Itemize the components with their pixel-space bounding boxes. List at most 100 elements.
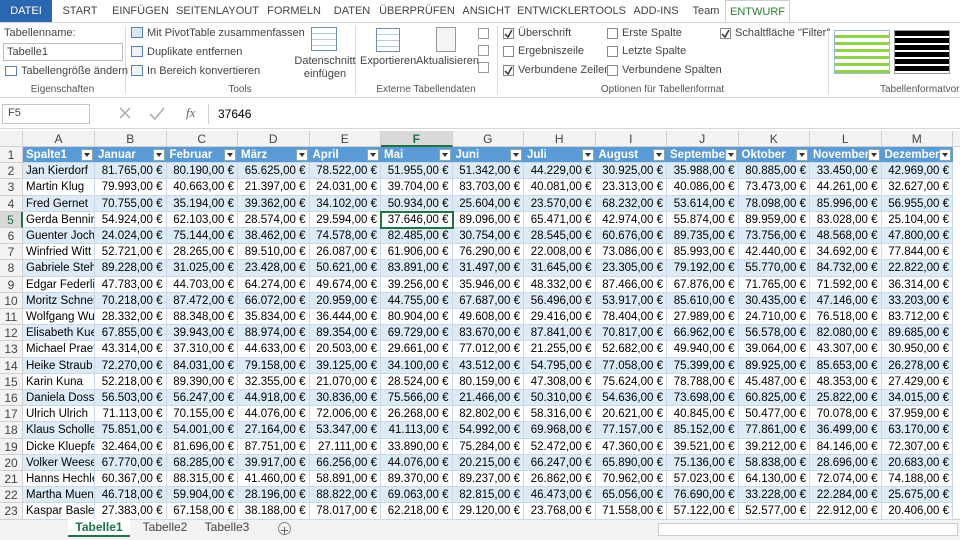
- cell[interactable]: 77.861,00 €: [738, 422, 810, 439]
- cell[interactable]: 24.024,00 €: [95, 228, 167, 245]
- cell[interactable]: 37.646,00 €: [381, 211, 453, 228]
- row-header[interactable]: 11: [0, 309, 23, 326]
- cell[interactable]: 39.704,00 €: [381, 179, 453, 196]
- cell[interactable]: 89.735,00 €: [667, 228, 739, 245]
- cell[interactable]: 32.627,00 €: [881, 179, 953, 196]
- cell[interactable]: 56.503,00 €: [95, 390, 167, 407]
- cell[interactable]: 79.993,00 €: [95, 179, 167, 196]
- row-header[interactable]: 14: [0, 357, 23, 374]
- ribbon-tab[interactable]: Team: [692, 5, 720, 17]
- cell[interactable]: 39.064,00 €: [738, 341, 810, 358]
- cell[interactable]: 55.770,00 €: [738, 260, 810, 277]
- cell[interactable]: Kaspar Basler: [23, 503, 95, 520]
- cell[interactable]: 73.698,00 €: [667, 390, 739, 407]
- cell[interactable]: 30.925,00 €: [595, 163, 667, 180]
- cell[interactable]: 38.188,00 €: [238, 503, 310, 520]
- cell[interactable]: 75.284,00 €: [452, 438, 524, 455]
- cell[interactable]: 29.594,00 €: [309, 211, 381, 228]
- filter-button[interactable]: [295, 149, 308, 161]
- cell[interactable]: 72.074,00 €: [810, 471, 882, 488]
- cell[interactable]: 37.310,00 €: [166, 341, 238, 358]
- cell[interactable]: 52.472,00 €: [524, 438, 596, 455]
- ribbon-tab[interactable]: ANSICHT: [462, 5, 511, 17]
- cell[interactable]: 89.096,00 €: [452, 211, 524, 228]
- cell[interactable]: 40.081,00 €: [524, 179, 596, 196]
- cell[interactable]: 24.031,00 €: [309, 179, 381, 196]
- cell[interactable]: 43.307,00 €: [810, 341, 882, 358]
- ribbon-tab[interactable]: ENTWURF: [725, 0, 790, 22]
- cell[interactable]: 47.800,00 €: [881, 228, 953, 245]
- checkbox-label[interactable]: Überschrift: [518, 27, 572, 39]
- cell[interactable]: 70.155,00 €: [166, 406, 238, 423]
- cell[interactable]: 20.406,00 €: [881, 503, 953, 520]
- cell[interactable]: 88.348,00 €: [166, 309, 238, 326]
- cell[interactable]: 30.836,00 €: [309, 390, 381, 407]
- cell[interactable]: 88.974,00 €: [238, 325, 310, 342]
- cell[interactable]: 27.111,00 €: [309, 438, 381, 455]
- cell[interactable]: 85.152,00 €: [667, 422, 739, 439]
- cell[interactable]: 63.170,00 €: [881, 422, 953, 439]
- style-swatch[interactable]: [834, 30, 890, 74]
- cell[interactable]: 36.499,00 €: [810, 422, 882, 439]
- cell[interactable]: 79.158,00 €: [238, 357, 310, 374]
- cell[interactable]: 77.844,00 €: [881, 244, 953, 261]
- cell[interactable]: 75.399,00 €: [667, 357, 739, 374]
- cell[interactable]: 50.477,00 €: [738, 406, 810, 423]
- row-header[interactable]: 10: [0, 292, 23, 309]
- column-header[interactable]: C: [166, 131, 238, 147]
- cell[interactable]: 20.503,00 €: [309, 341, 381, 358]
- cell[interactable]: 70.755,00 €: [95, 195, 167, 212]
- cell[interactable]: 66.962,00 €: [667, 325, 739, 342]
- cell[interactable]: Karin Kuna: [23, 373, 95, 390]
- cell[interactable]: 50.621,00 €: [309, 260, 381, 277]
- cell[interactable]: 83.703,00 €: [452, 179, 524, 196]
- cell[interactable]: 84.146,00 €: [810, 438, 882, 455]
- cell[interactable]: 41.113,00 €: [381, 422, 453, 439]
- cell[interactable]: Dicke Kluepfe: [23, 438, 95, 455]
- enter-icon[interactable]: [149, 107, 165, 121]
- cell[interactable]: 22.822,00 €: [881, 260, 953, 277]
- cell[interactable]: 87.472,00 €: [166, 292, 238, 309]
- checkbox[interactable]: [607, 65, 618, 76]
- cell[interactable]: 82.080,00 €: [810, 325, 882, 342]
- cell[interactable]: 49.940,00 €: [667, 341, 739, 358]
- cell[interactable]: 67.855,00 €: [95, 325, 167, 342]
- cell[interactable]: 74.188,00 €: [881, 471, 953, 488]
- cell[interactable]: 72.270,00 €: [95, 357, 167, 374]
- cell[interactable]: 64.130,00 €: [738, 471, 810, 488]
- row-header[interactable]: 17: [0, 406, 23, 423]
- cell[interactable]: 51.955,00 €: [381, 163, 453, 180]
- cell[interactable]: 28.696,00 €: [810, 454, 882, 471]
- cell[interactable]: 57.122,00 €: [667, 503, 739, 520]
- cell[interactable]: 29.416,00 €: [524, 309, 596, 326]
- cell[interactable]: 50.310,00 €: [524, 390, 596, 407]
- cell[interactable]: 89.685,00 €: [881, 325, 953, 342]
- checkbox-label[interactable]: Verbundene Spalten: [622, 64, 722, 76]
- cell[interactable]: 42.974,00 €: [595, 211, 667, 228]
- column-header[interactable]: M: [881, 131, 953, 147]
- cell[interactable]: 20.621,00 €: [595, 406, 667, 423]
- cell[interactable]: 37.959,00 €: [881, 406, 953, 423]
- cell[interactable]: 49.674,00 €: [309, 276, 381, 293]
- ribbon-tab[interactable]: SEITENLAYOUT: [176, 5, 259, 17]
- cancel-icon[interactable]: [119, 107, 131, 119]
- cell[interactable]: 80.159,00 €: [452, 373, 524, 390]
- column-header[interactable]: E: [309, 131, 381, 147]
- cell[interactable]: 52.721,00 €: [95, 244, 167, 261]
- cell[interactable]: 34.102,00 €: [309, 195, 381, 212]
- table-header-cell[interactable]: Februar: [166, 147, 238, 164]
- checkbox-label[interactable]: Letzte Spalte: [622, 45, 687, 57]
- cell[interactable]: 21.466,00 €: [452, 390, 524, 407]
- cell[interactable]: 62.218,00 €: [381, 503, 453, 520]
- h-scrollbar[interactable]: [658, 523, 958, 536]
- cell[interactable]: 76.290,00 €: [452, 244, 524, 261]
- cell[interactable]: 44.633,00 €: [238, 341, 310, 358]
- cell[interactable]: 52.218,00 €: [95, 373, 167, 390]
- cell[interactable]: Daniela Doss: [23, 390, 95, 407]
- cell[interactable]: 34.100,00 €: [381, 357, 453, 374]
- cell[interactable]: 82.485,00 €: [381, 228, 453, 245]
- checkbox[interactable]: [607, 46, 618, 57]
- cell[interactable]: 80.885,00 €: [738, 163, 810, 180]
- cell[interactable]: 43.512,00 €: [452, 357, 524, 374]
- cell[interactable]: 66.247,00 €: [524, 454, 596, 471]
